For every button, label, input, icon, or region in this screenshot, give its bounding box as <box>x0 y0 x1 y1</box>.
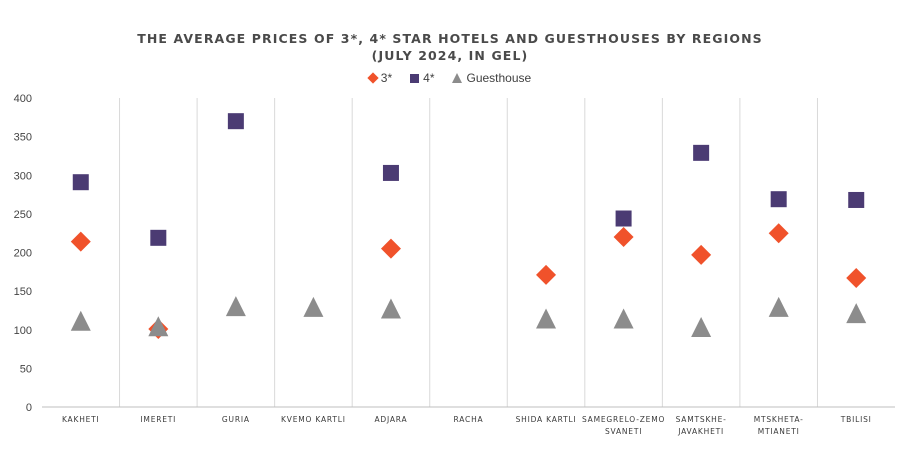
data-point-4-star <box>72 174 89 191</box>
data-point-guesthouse <box>613 308 634 329</box>
y-tick-label: 400 <box>14 93 32 105</box>
legend-item-guesthouse: Guesthouse <box>452 71 531 85</box>
x-category-label: MTIANETI <box>758 427 800 436</box>
x-category-label: SVANETI <box>605 427 642 436</box>
y-tick-label: 200 <box>14 248 32 260</box>
data-point-3-star <box>613 227 634 248</box>
legend-item-4-star: 4* <box>410 71 434 85</box>
y-tick-label: 0 <box>26 402 32 414</box>
data-point-4-star <box>150 229 167 246</box>
data-point-guesthouse <box>303 296 324 317</box>
legend-label-4-star: 4* <box>423 71 435 85</box>
y-tick-label: 250 <box>14 209 32 221</box>
x-category-label: KVEMO KARTLI <box>281 415 346 424</box>
data-point-3-star <box>380 238 401 259</box>
data-point-guesthouse <box>148 316 169 337</box>
x-category-label: ADJARA <box>374 415 407 424</box>
y-tick-label: 150 <box>14 286 32 298</box>
legend-item-3-star: 3* <box>367 71 393 85</box>
data-point-3-star <box>846 267 867 288</box>
y-tick-label: 50 <box>20 363 32 375</box>
data-point-guesthouse <box>225 296 246 317</box>
square-marker-icon <box>410 73 420 83</box>
x-category-label: SHIDA KARTLI <box>516 415 577 424</box>
x-category-label: TBILISI <box>840 415 872 424</box>
data-point-3-star <box>536 264 557 285</box>
data-point-guesthouse <box>70 310 91 331</box>
legend-label-3-star: 3* <box>380 71 393 85</box>
x-category-label: KAKHETI <box>62 415 100 424</box>
x-category-label: JAVAKHETI <box>677 427 724 436</box>
y-tick-label: 100 <box>14 325 32 337</box>
data-point-3-star <box>691 244 712 265</box>
data-point-4-star <box>848 191 865 208</box>
chart-title-line-2: (JULY 2024, IN GEL) <box>371 48 529 63</box>
x-category-label: GURIA <box>222 415 250 424</box>
x-category-label: SAMEGRELO-ZEMO <box>582 415 665 424</box>
data-point-4-star <box>770 191 787 208</box>
data-point-guesthouse <box>691 316 712 337</box>
triangle-marker-icon <box>452 73 463 83</box>
x-category-label: MTSKHETA- <box>754 415 804 424</box>
y-tick-label: 300 <box>14 170 32 182</box>
data-point-4-star <box>227 113 244 130</box>
y-tick-label: 350 <box>14 132 32 144</box>
x-category-label: RACHA <box>454 415 484 424</box>
data-point-4-star <box>693 144 710 161</box>
data-point-3-star <box>768 223 789 244</box>
data-point-guesthouse <box>380 298 401 319</box>
data-point-guesthouse <box>536 308 557 329</box>
data-point-4-star <box>382 164 399 181</box>
data-point-4-star <box>615 210 632 227</box>
chart-legend: 3* 4* Guesthouse <box>0 71 900 85</box>
data-point-guesthouse <box>846 303 867 324</box>
chart-title-line-1: THE AVERAGE PRICES OF 3*, 4* STAR HOTELS… <box>137 31 763 46</box>
legend-label-guesthouse: Guesthouse <box>466 71 532 85</box>
data-point-guesthouse <box>768 296 789 317</box>
data-point-3-star <box>70 231 91 252</box>
chart-title: THE AVERAGE PRICES OF 3*, 4* STAR HOTELS… <box>0 30 900 64</box>
x-category-label: IMERETI <box>140 415 176 424</box>
x-category-label: SAMTSKHE- <box>676 415 727 424</box>
